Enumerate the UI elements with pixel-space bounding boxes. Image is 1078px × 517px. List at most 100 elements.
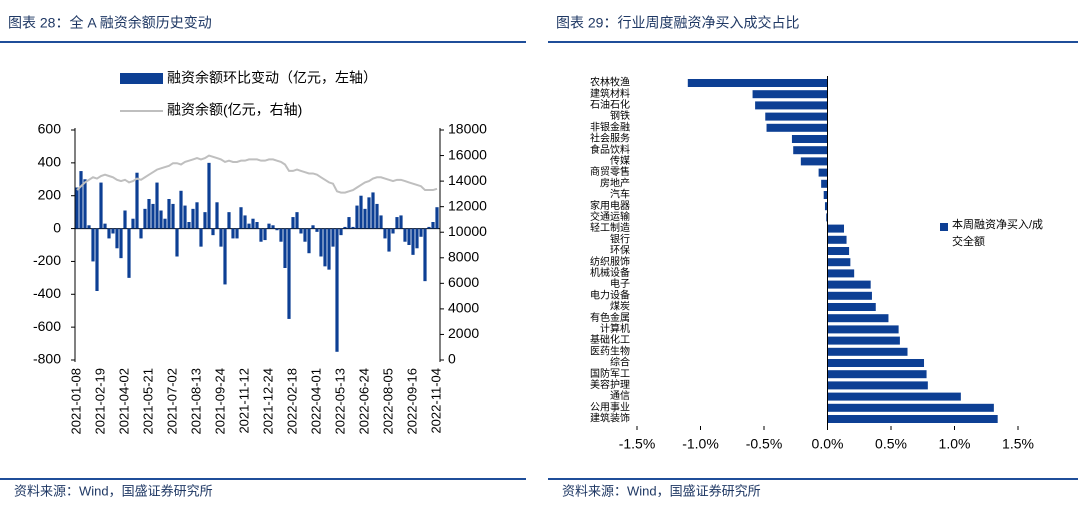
bar bbox=[367, 197, 371, 229]
bar bbox=[379, 215, 383, 229]
bar bbox=[827, 269, 855, 278]
bar bbox=[827, 347, 908, 356]
y2-tick-label: 14000 bbox=[448, 172, 487, 188]
bar bbox=[359, 195, 363, 229]
legend-label: 本周融资净买入/成交全额 bbox=[952, 219, 1044, 248]
bar bbox=[239, 207, 243, 229]
bar bbox=[99, 182, 103, 229]
x-tick-label: 2021-09-24 bbox=[212, 368, 227, 435]
category-label: 综合 bbox=[610, 356, 630, 369]
category-label: 电子 bbox=[610, 277, 630, 290]
bar bbox=[143, 208, 147, 229]
bar bbox=[119, 228, 123, 259]
bar bbox=[75, 187, 79, 229]
bar bbox=[199, 228, 203, 247]
bar bbox=[215, 202, 219, 229]
category-label: 环保 bbox=[610, 244, 630, 257]
bar bbox=[415, 228, 419, 249]
bar bbox=[823, 191, 828, 199]
bar bbox=[765, 112, 828, 121]
bar bbox=[243, 215, 247, 229]
legend-swatch bbox=[940, 223, 948, 231]
bar bbox=[315, 228, 319, 232]
bar bbox=[435, 207, 439, 229]
bar bbox=[323, 228, 327, 267]
x-tick-label: 1.5% bbox=[1002, 436, 1034, 452]
bar bbox=[351, 226, 355, 229]
bar bbox=[755, 101, 828, 110]
bar bbox=[791, 135, 828, 143]
bar bbox=[291, 217, 295, 229]
category-label: 传媒 bbox=[610, 155, 630, 167]
bar bbox=[363, 208, 367, 229]
bar bbox=[827, 314, 889, 323]
bar bbox=[263, 228, 267, 241]
bar bbox=[115, 228, 119, 249]
x-tick-label: 2021-07-02 bbox=[164, 368, 179, 435]
bar bbox=[827, 415, 998, 423]
category-label: 煤炭 bbox=[610, 300, 630, 313]
x-tick-label: 2022-11-04 bbox=[428, 368, 443, 434]
bar bbox=[251, 218, 255, 229]
category-label: 建筑材料 bbox=[590, 87, 630, 100]
bar bbox=[347, 217, 351, 229]
x-tick-label: 0.5% bbox=[875, 436, 907, 452]
bar bbox=[219, 228, 223, 247]
category-label: 建筑装饰 bbox=[590, 412, 630, 425]
bar bbox=[187, 222, 191, 229]
x-tick-label: 2022-08-05 bbox=[380, 368, 395, 435]
line bbox=[76, 154, 438, 194]
bar bbox=[267, 223, 271, 229]
legend-swatch bbox=[120, 73, 163, 84]
x-tick-label: 2021-04-02 bbox=[116, 368, 131, 435]
bar bbox=[299, 228, 303, 234]
source-note: 资料来源：Wind，国盛证券研究所 bbox=[14, 483, 213, 498]
bar bbox=[687, 79, 828, 87]
y2-tick-label: 6000 bbox=[448, 274, 479, 290]
category-label: 美容护理 bbox=[590, 378, 630, 391]
bar bbox=[275, 228, 279, 231]
category-label: 有色金属 bbox=[590, 311, 630, 324]
bar bbox=[827, 247, 850, 255]
category-label: 计算机 bbox=[600, 322, 630, 335]
bar bbox=[827, 392, 961, 401]
bar bbox=[427, 226, 431, 229]
bar bbox=[303, 228, 307, 242]
bar bbox=[127, 228, 131, 278]
x-tick-label: 2022-04-01 bbox=[308, 368, 323, 435]
bar bbox=[111, 228, 115, 234]
y2-tick-label: 18000 bbox=[448, 121, 487, 137]
figure-title: 图表 29：行业周度融资净买入成交占比 bbox=[556, 15, 799, 31]
bar bbox=[123, 210, 127, 229]
bar bbox=[399, 215, 403, 229]
bar bbox=[107, 228, 111, 239]
bar bbox=[766, 123, 828, 132]
x-tick-label: 2021-12-24 bbox=[260, 368, 275, 435]
bar bbox=[331, 228, 335, 247]
bar bbox=[203, 212, 207, 229]
bar bbox=[287, 228, 291, 319]
bar bbox=[411, 228, 415, 255]
x-tick-label: -1.5% bbox=[619, 436, 656, 452]
y-tick-label: -200 bbox=[33, 252, 61, 268]
bar bbox=[327, 228, 331, 270]
category-label: 家用电器 bbox=[590, 199, 630, 212]
bar bbox=[131, 218, 135, 229]
bar bbox=[83, 179, 87, 229]
bar bbox=[283, 228, 287, 268]
bar bbox=[335, 228, 339, 352]
legend-box: 本周融资净买入/成交全额 bbox=[952, 219, 1044, 248]
x-tick-label: 2021-08-13 bbox=[188, 368, 203, 435]
bar bbox=[183, 205, 187, 229]
bar bbox=[431, 222, 435, 229]
x-tick-label: 0.0% bbox=[812, 436, 844, 452]
bar bbox=[255, 222, 259, 229]
bar bbox=[827, 370, 927, 379]
bar bbox=[827, 280, 871, 289]
bar bbox=[800, 157, 828, 166]
bar bbox=[87, 225, 91, 229]
bar bbox=[821, 179, 828, 188]
bar bbox=[163, 218, 167, 229]
bar bbox=[235, 228, 239, 239]
